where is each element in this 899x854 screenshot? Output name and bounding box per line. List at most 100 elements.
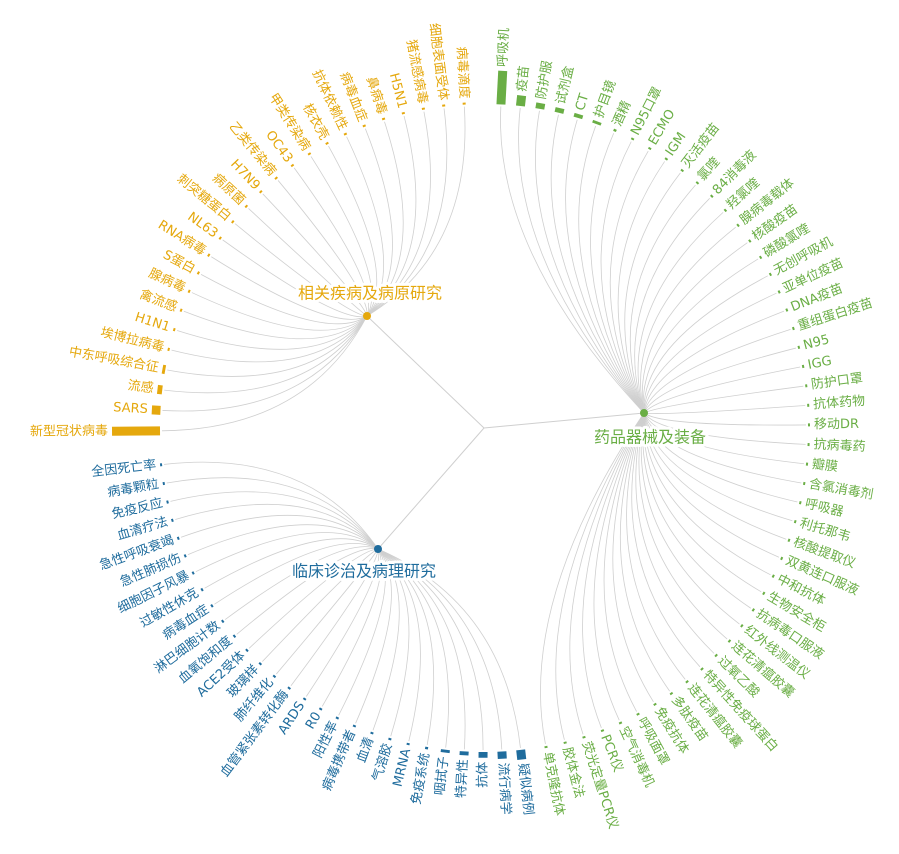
- leaf-link: [290, 548, 379, 686]
- leaf-label: 防护口罩: [810, 370, 864, 393]
- leaf-bar: [791, 326, 795, 331]
- leaf-bar: [388, 737, 392, 741]
- leaf-link: [191, 292, 368, 331]
- leaf-bar: [272, 674, 277, 679]
- leaf-bar: [218, 236, 222, 240]
- leaf-bar: [592, 119, 602, 126]
- leaf-bar: [793, 519, 797, 524]
- leaf-link: [377, 548, 466, 750]
- leaf-link: [366, 111, 431, 317]
- leaf-link: [366, 121, 404, 317]
- leaf-link: [377, 548, 449, 748]
- leaf-link: [377, 548, 410, 737]
- leaf-link: [200, 274, 368, 325]
- leaf-bar: [787, 538, 791, 543]
- leaf-link: [643, 412, 802, 484]
- leaf-bar: [714, 653, 718, 658]
- leaf-bar: [221, 619, 225, 624]
- leaf-bar: [179, 308, 183, 312]
- leaf-bar: [573, 112, 584, 120]
- leaf-label: 特异性: [454, 759, 471, 799]
- leaf-link: [277, 180, 368, 317]
- leaf-link: [224, 546, 379, 620]
- leaf-label: 病毒滴度: [453, 46, 472, 99]
- leaf-link: [500, 106, 645, 414]
- leaf-label: 血清: [354, 735, 377, 765]
- leaf-link: [641, 242, 748, 414]
- leaf-link: [262, 193, 368, 317]
- leaf-bar: [183, 554, 187, 558]
- leaf-link: [643, 412, 806, 445]
- leaf-link: [626, 412, 686, 680]
- leaf-link: [262, 548, 379, 662]
- leaf-link: [164, 315, 368, 394]
- links-layer: [162, 106, 806, 751]
- leaf-bar: [343, 132, 348, 136]
- group-label-clinical: 临床诊治及病理研究: [292, 562, 436, 581]
- leaf-bar: [680, 168, 685, 173]
- leaf-link: [176, 315, 368, 350]
- leaf-link: [550, 114, 645, 414]
- leaf-label: 抗体: [475, 762, 490, 788]
- leaf-label: MRNA: [391, 747, 415, 788]
- leaf-link: [234, 223, 368, 317]
- leaf-link: [195, 532, 379, 573]
- leaf-link: [310, 156, 373, 317]
- leaf-bar: [740, 624, 744, 628]
- leaf-link: [276, 548, 379, 675]
- leaf-label: CT: [573, 92, 592, 113]
- leaf-label: SARS: [113, 400, 148, 417]
- leaf-bar: [259, 190, 263, 194]
- group-node-clinical: [374, 545, 382, 553]
- leaf-link: [377, 548, 421, 742]
- leaf-bar: [245, 648, 249, 653]
- leaf-bar: [207, 253, 211, 257]
- leaf-bar: [258, 661, 263, 666]
- leaf-bar: [647, 146, 652, 151]
- leaf-label: 流行病学: [495, 762, 514, 815]
- root-link-drugs: [483, 412, 645, 429]
- leaf-link: [366, 115, 417, 317]
- leaf-link: [643, 329, 791, 414]
- leaf-link: [377, 548, 484, 751]
- leaf-bar: [780, 556, 784, 561]
- leaf-label: N95: [802, 332, 831, 353]
- leaf-link: [338, 548, 386, 716]
- group-node-drugs: [640, 409, 648, 417]
- leaf-bar: [653, 702, 657, 707]
- leaf-link: [555, 412, 645, 740]
- leaf-bar: [748, 239, 752, 243]
- leaf-link: [377, 548, 521, 748]
- leaf-link: [204, 538, 379, 589]
- leaf-link: [643, 412, 793, 522]
- leaf-link: [603, 412, 645, 712]
- group-label-drugs: 药品器械及装备: [594, 428, 706, 447]
- leaf-bar: [535, 102, 546, 110]
- leaf-bar: [554, 107, 565, 114]
- groups-layer: 相关疾病及病原研究相关疾病及病原研究药品器械及装备药品器械及装备临床诊治及病理研…: [289, 281, 709, 584]
- leaf-bar: [768, 272, 772, 277]
- leaf-bar: [287, 686, 291, 690]
- leaf-link: [180, 514, 379, 550]
- leaf-bar: [302, 697, 307, 701]
- leaf-bar: [170, 518, 174, 523]
- leaf-label: 试剂盒: [553, 64, 578, 106]
- leaf-bar: [636, 712, 640, 716]
- leaf-label: H5N1: [386, 72, 409, 111]
- leaf-link: [637, 212, 724, 414]
- leaf-link: [643, 292, 777, 414]
- leaf-bar: [751, 608, 755, 612]
- leaf-bar: [723, 208, 728, 213]
- leaf-bar: [618, 721, 623, 725]
- leaf-link: [372, 548, 400, 731]
- leaf-link: [164, 461, 379, 550]
- leaf-link: [167, 315, 368, 377]
- leaf-label: 瓣膜: [811, 457, 839, 475]
- leaf-link: [366, 106, 466, 317]
- leaf-link: [629, 184, 696, 414]
- leaf-bar: [600, 729, 605, 733]
- leaf-bar: [582, 735, 586, 739]
- leaf-link: [593, 412, 645, 721]
- leaf-link: [328, 145, 378, 317]
